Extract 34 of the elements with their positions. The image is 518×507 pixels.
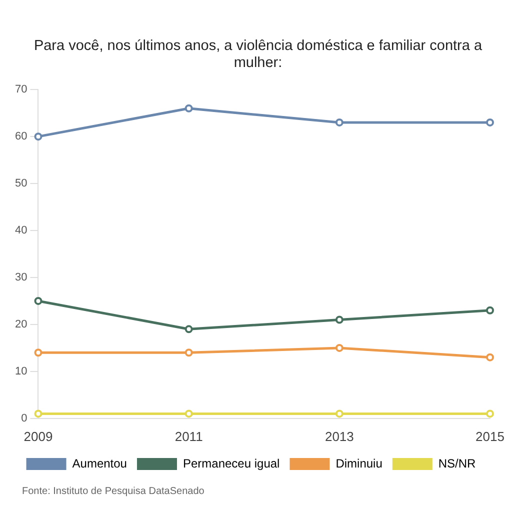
legend-label: Aumentou [72,456,127,470]
y-tick-label: 10 [14,365,28,378]
chart-title: Para você, nos últimos anos, a violência doméstica e familiar contra a mulher: [32,37,484,73]
x-tick-label: 2015 [476,428,504,444]
point [335,316,344,324]
point [486,306,494,314]
y-tick-label: 60 [14,130,28,143]
point [184,104,193,112]
point [335,344,344,352]
point [184,410,193,418]
point [335,410,344,418]
point [486,118,494,126]
y-tick-label: 20 [14,318,28,330]
point [34,348,42,357]
legend-label: Diminuiu [336,456,382,470]
y-tick-label: 70 [14,84,28,96]
source-note: Fonte: Instituto de Pesquisa DataSenado [21,485,206,499]
x-tick-label: 2013 [324,428,354,444]
point [34,296,42,305]
point [335,118,344,126]
y-tick-label: 0 [21,412,28,424]
y-tick-label: 30 [14,272,28,284]
point [34,410,42,418]
point [184,348,193,357]
x-tick-label: 2009 [24,428,53,444]
legend-label: Permaneceu igual [182,456,280,470]
y-tick-label: 50 [14,178,28,190]
point [486,410,494,418]
legend-label: NS/NR [438,456,476,470]
point [184,325,193,334]
point [34,132,42,141]
point [486,353,494,362]
y-tick-label: 40 [14,224,28,237]
x-tick-label: 2011 [174,428,203,444]
